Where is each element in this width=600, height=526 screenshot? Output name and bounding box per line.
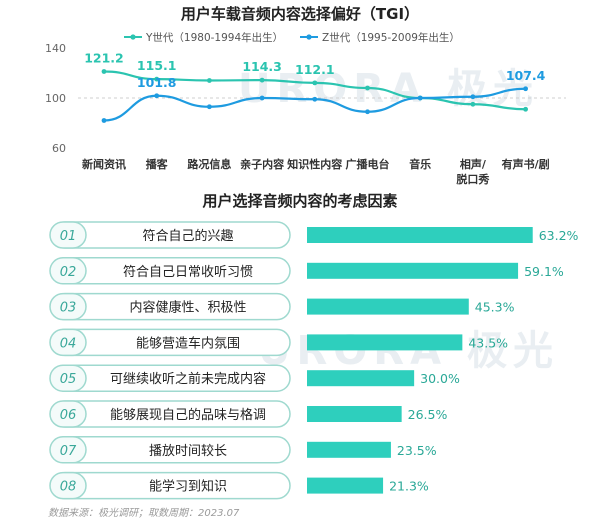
x-tick-label: 音乐 [409, 157, 431, 171]
factor-value-label: 63.2% [539, 228, 579, 243]
legend-item-1: Z世代（1995-2009年出生） [300, 31, 460, 44]
legend-item-0: Y世代（1980-1994年出生） [124, 31, 283, 44]
series-point-1 [470, 94, 476, 100]
x-tick-label: 新闻资讯 [82, 157, 126, 171]
index-badge [49, 400, 87, 428]
data-label: 115.1 [137, 58, 177, 73]
x-tick-label: 脱口秀 [456, 172, 489, 186]
index-badge [49, 328, 87, 357]
data-label: 121.2 [84, 51, 124, 66]
factor-row: 07 播放时间较长 23.5% [49, 436, 437, 464]
index-badge-label: 05 [60, 372, 77, 387]
x-tick-label: 有声书/剧 [502, 157, 550, 171]
series-point-1 [312, 96, 318, 102]
index-badge [49, 436, 87, 464]
series-point-0 [259, 77, 265, 83]
x-tick-label: 知识性内容 [286, 157, 342, 171]
series-point-1 [101, 118, 107, 123]
legend-swatch-dot [306, 34, 312, 40]
series-point-1 [207, 104, 212, 110]
index-badge-label: 07 [60, 444, 77, 459]
x-tick-label: 亲子内容 [240, 157, 284, 171]
factor-value-label: 59.1% [524, 264, 564, 279]
factor-bar [307, 370, 415, 387]
factor-value-label: 30.0% [420, 371, 460, 386]
index-badge [49, 292, 87, 321]
data-label: 101.8 [137, 75, 177, 90]
factor-value-label: 43.5% [468, 335, 508, 350]
series-point-0 [101, 69, 107, 74]
factor-label: 可继续收听之前未完成内容 [110, 371, 266, 387]
factor-value-label: 21.3% [389, 479, 429, 494]
index-badge-label: 01 [60, 229, 77, 244]
factor-value-label: 23.5% [397, 443, 437, 458]
index-badge [49, 364, 87, 392]
factor-bar [307, 262, 519, 279]
series-point-0 [470, 101, 476, 107]
series-point-0 [365, 85, 370, 91]
bar-chart-title: 用户选择音频内容的考虑因素 [202, 192, 397, 210]
index-badge-label: 06 [60, 408, 77, 423]
factor-row: 04 能够营造车内氛围 43.5% [49, 328, 508, 357]
factor-bar [307, 334, 463, 351]
index-badge-label: 08 [60, 480, 77, 495]
factor-bar [307, 227, 533, 243]
y-tick-label: 60 [52, 142, 66, 155]
factor-label: 播放时间较长 [149, 444, 227, 459]
x-tick-label: 路况信息 [187, 157, 231, 171]
factor-bar [307, 441, 391, 458]
index-badge-label: 04 [60, 336, 77, 351]
tgi-line-chart: 用户车载音频内容选择偏好（TGI） Y世代（1980-1994年出生） Z世代（19… [45, 5, 566, 186]
index-badge-label: 02 [60, 265, 77, 280]
factor-bar [307, 477, 384, 494]
factor-label: 能学习到知识 [149, 479, 227, 495]
series-point-1 [259, 95, 265, 101]
factor-row: 06 能够展现自己的品味与格调 26.5% [49, 400, 448, 428]
legend-swatch-dot [130, 34, 136, 40]
x-tick-label: 广播电台 [346, 157, 390, 171]
legend-label: Z世代（1995-2009年出生） [322, 31, 460, 44]
data-label: 114.3 [242, 59, 282, 74]
index-badge [49, 257, 87, 285]
factor-bar [307, 298, 469, 315]
index-badge [49, 221, 87, 249]
x-tick-label: 相声/ [460, 157, 487, 171]
series-point-0 [207, 78, 212, 83]
factor-row: 08 能学习到知识 21.3% [49, 471, 429, 500]
y-tick-label: 100 [45, 92, 66, 105]
factor-bar [307, 406, 402, 422]
x-tick-label: 播客 [146, 157, 169, 171]
series-point-1 [365, 109, 370, 115]
factor-row: 02 符合自己日常收听习惯 59.1% [49, 257, 564, 285]
factor-label: 能够营造车内氛围 [136, 335, 240, 351]
factor-row: 05 可继续收听之前未完成内容 30.0% [49, 364, 460, 392]
factor-label: 符合自己的兴趣 [142, 228, 233, 244]
factor-label: 能够展现自己的品味与格调 [110, 407, 266, 423]
index-badge [49, 471, 87, 500]
chart-title: 用户车载音频内容选择偏好（TGI） [181, 5, 419, 23]
factor-bar-chart: 用户选择音频内容的考虑因素 01 符合自己的兴趣 63.2% 02 符合自己日常收听习惯 5… [49, 192, 579, 500]
legend-label: Y世代（1980-1994年出生） [145, 31, 283, 44]
data-label: 107.4 [506, 68, 546, 83]
data-label: 112.1 [295, 62, 335, 77]
series-point-0 [154, 76, 160, 82]
factor-value-label: 26.5% [408, 407, 448, 422]
series-point-1 [523, 86, 528, 92]
factor-value-label: 45.3% [475, 300, 515, 315]
factor-row: 01 符合自己的兴趣 63.2% [49, 221, 579, 249]
factor-label: 符合自己日常收听习惯 [123, 264, 253, 280]
index-badge-label: 03 [60, 301, 77, 316]
series-point-1 [154, 93, 160, 99]
series-point-1 [417, 95, 423, 101]
factor-label: 内容健康性、积极性 [129, 300, 246, 316]
source-note: 数据来源：极光调研；取数周期：2023.07 [48, 508, 240, 519]
series-point-0 [312, 80, 318, 86]
factor-row: 03 内容健康性、积极性 45.3% [49, 292, 515, 321]
series-point-0 [523, 106, 528, 112]
y-tick-label: 140 [45, 42, 66, 55]
